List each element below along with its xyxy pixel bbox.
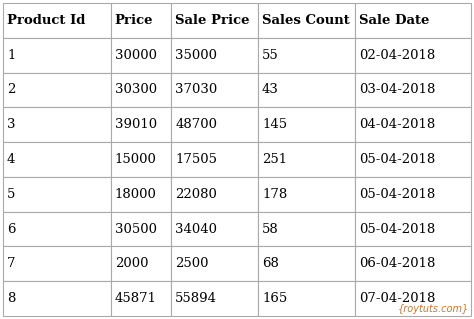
Bar [258, 281, 356, 316]
Text: 4: 4 [7, 153, 15, 166]
Bar [356, 3, 471, 38]
Bar [111, 212, 171, 247]
Text: 5: 5 [7, 188, 15, 201]
Bar [3, 72, 111, 107]
Bar [356, 38, 471, 72]
Text: 37030: 37030 [175, 84, 218, 96]
Text: 34040: 34040 [175, 223, 217, 235]
Text: Sales Count: Sales Count [262, 14, 350, 27]
Text: 251: 251 [262, 153, 287, 166]
Bar [356, 107, 471, 142]
Bar [111, 281, 171, 316]
Text: 1: 1 [7, 49, 15, 62]
Text: 18000: 18000 [115, 188, 157, 201]
Bar [111, 247, 171, 281]
Text: {roytuts.com}: {roytuts.com} [398, 304, 469, 314]
Bar [258, 177, 356, 212]
Text: 58: 58 [262, 223, 279, 235]
Text: 3: 3 [7, 118, 16, 131]
Text: 45871: 45871 [115, 292, 157, 305]
Bar [258, 3, 356, 38]
Text: 30500: 30500 [115, 223, 157, 235]
Bar [171, 3, 258, 38]
Bar [258, 72, 356, 107]
Bar [356, 177, 471, 212]
Text: 2000: 2000 [115, 257, 148, 270]
Bar [171, 212, 258, 247]
Bar [3, 177, 111, 212]
Text: 48700: 48700 [175, 118, 217, 131]
Bar [258, 107, 356, 142]
Text: 68: 68 [262, 257, 279, 270]
Bar [3, 142, 111, 177]
Bar [3, 107, 111, 142]
Text: 55: 55 [262, 49, 279, 62]
Bar [3, 3, 111, 38]
Bar [171, 281, 258, 316]
Bar [3, 38, 111, 72]
Text: 43: 43 [262, 84, 279, 96]
Text: Price: Price [115, 14, 153, 27]
Bar [171, 72, 258, 107]
Text: 178: 178 [262, 188, 287, 201]
Bar [356, 212, 471, 247]
Bar [171, 142, 258, 177]
Text: Sale Price: Sale Price [175, 14, 250, 27]
Bar [171, 247, 258, 281]
Bar [258, 212, 356, 247]
Text: 165: 165 [262, 292, 287, 305]
Text: 145: 145 [262, 118, 287, 131]
Text: 04-04-2018: 04-04-2018 [359, 118, 436, 131]
Text: 05-04-2018: 05-04-2018 [359, 188, 436, 201]
Text: 2500: 2500 [175, 257, 209, 270]
Bar [356, 72, 471, 107]
Bar [356, 247, 471, 281]
Bar [111, 107, 171, 142]
Bar [171, 38, 258, 72]
Bar [111, 142, 171, 177]
Text: 8: 8 [7, 292, 15, 305]
Text: 02-04-2018: 02-04-2018 [359, 49, 436, 62]
Text: 03-04-2018: 03-04-2018 [359, 84, 436, 96]
Bar [258, 142, 356, 177]
Text: 30000: 30000 [115, 49, 157, 62]
Text: 15000: 15000 [115, 153, 157, 166]
Text: Product Id: Product Id [7, 14, 85, 27]
Bar [3, 281, 111, 316]
Bar [356, 281, 471, 316]
Bar [3, 247, 111, 281]
Text: 05-04-2018: 05-04-2018 [359, 223, 436, 235]
Text: 7: 7 [7, 257, 16, 270]
Text: 30300: 30300 [115, 84, 157, 96]
Text: 06-04-2018: 06-04-2018 [359, 257, 436, 270]
Text: 35000: 35000 [175, 49, 217, 62]
Bar [111, 3, 171, 38]
Text: 6: 6 [7, 223, 16, 235]
Bar [3, 212, 111, 247]
Bar [111, 72, 171, 107]
Bar [111, 38, 171, 72]
Text: Sale Date: Sale Date [359, 14, 430, 27]
Text: 07-04-2018: 07-04-2018 [359, 292, 436, 305]
Bar [356, 142, 471, 177]
Bar [258, 38, 356, 72]
Text: 55894: 55894 [175, 292, 217, 305]
Bar [111, 177, 171, 212]
Text: 22080: 22080 [175, 188, 217, 201]
Bar [258, 247, 356, 281]
Bar [171, 107, 258, 142]
Text: 05-04-2018: 05-04-2018 [359, 153, 436, 166]
Text: 39010: 39010 [115, 118, 157, 131]
Text: 17505: 17505 [175, 153, 217, 166]
Bar [171, 177, 258, 212]
Text: 2: 2 [7, 84, 15, 96]
